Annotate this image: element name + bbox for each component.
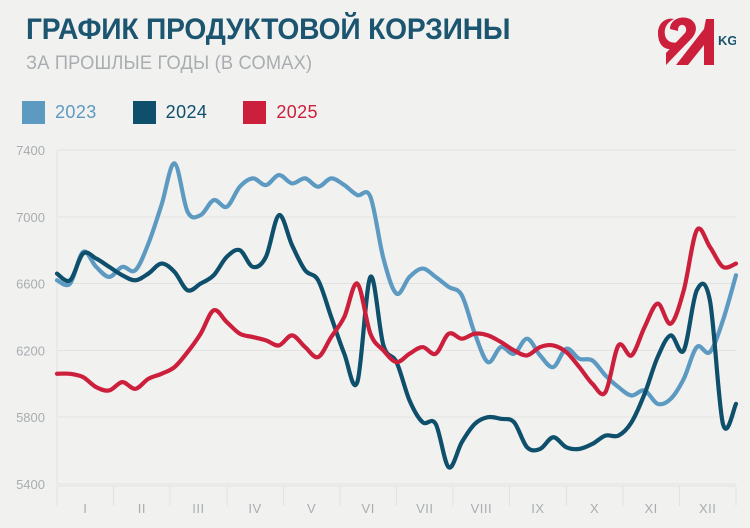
x-tick-I: I xyxy=(83,501,87,516)
legend-item-2025[interactable]: 2025 xyxy=(243,101,318,124)
x-tick-III: III xyxy=(192,501,204,516)
page-subtitle: ЗА ПРОШЛЫЕ ГОДЫ (В СОМАХ) xyxy=(26,53,313,74)
y-tick-6200: 6200 xyxy=(16,343,45,358)
x-axis-separators xyxy=(56,485,737,506)
logo-digit-2 xyxy=(658,17,696,65)
chart-plot-area: 5400 5800 6200 6600 7000 7400 I II III IV V VI VII V… xyxy=(0,134,750,528)
legend-item-2023[interactable]: 2023 xyxy=(22,101,97,124)
logo-digit-4 xyxy=(676,19,714,65)
x-tick-VII: VII xyxy=(416,501,433,516)
series-line-2023 xyxy=(54,161,739,407)
x-tick-V: V xyxy=(307,501,316,516)
gridlines xyxy=(56,149,736,485)
page-title: ГРАФИК ПРОДУКТОВОЙ КОРЗИНЫ xyxy=(26,13,511,46)
legend-swatch-2024 xyxy=(132,101,156,124)
x-tick-X: X xyxy=(590,501,599,516)
x-tick-XII: XII xyxy=(699,501,716,516)
legend-label-2023: 2023 xyxy=(55,102,97,122)
x-tick-VI: VI xyxy=(362,501,375,516)
24kg-logo: KG KG xyxy=(652,15,738,67)
x-tick-IX: IX xyxy=(531,501,544,516)
x-tick-XI: XI xyxy=(644,501,657,516)
header: ГРАФИК ПРОДУКТОВОЙ КОРЗИНЫ ЗА ПРОШЛЫЕ ГО… xyxy=(26,14,730,75)
y-tick-7400: 7400 xyxy=(16,143,45,158)
legend-label-2024: 2024 xyxy=(165,102,208,122)
series-line-2024 xyxy=(54,213,739,470)
y-tick-5400: 5400 xyxy=(16,477,45,492)
series-line-2025 xyxy=(54,226,739,397)
logo-suffix: KG xyxy=(718,33,736,48)
legend-item-2024[interactable]: 2024 xyxy=(132,101,208,124)
x-tick-II: II xyxy=(138,501,146,516)
data-series-group xyxy=(54,161,739,470)
y-tick-7000: 7000 xyxy=(16,210,45,225)
y-tick-5800: 5800 xyxy=(16,410,45,425)
x-tick-VIII: VIII xyxy=(471,501,493,516)
y-tick-6600: 6600 xyxy=(16,277,45,292)
logo-svg: KG KG xyxy=(658,17,738,65)
legend-label-2025: 2025 xyxy=(276,102,318,122)
legend-swatch-2023 xyxy=(22,101,45,124)
legend-swatch-2025 xyxy=(243,101,267,124)
x-axis-tick-labels: I II III IV V VI VII VIII IX X XI XII xyxy=(83,501,716,516)
y-axis-tick-labels: 5400 5800 6200 6600 7000 7400 xyxy=(16,143,45,492)
x-tick-IV: IV xyxy=(248,501,261,516)
chart-legend: 2023 2024 2025 xyxy=(22,101,354,124)
